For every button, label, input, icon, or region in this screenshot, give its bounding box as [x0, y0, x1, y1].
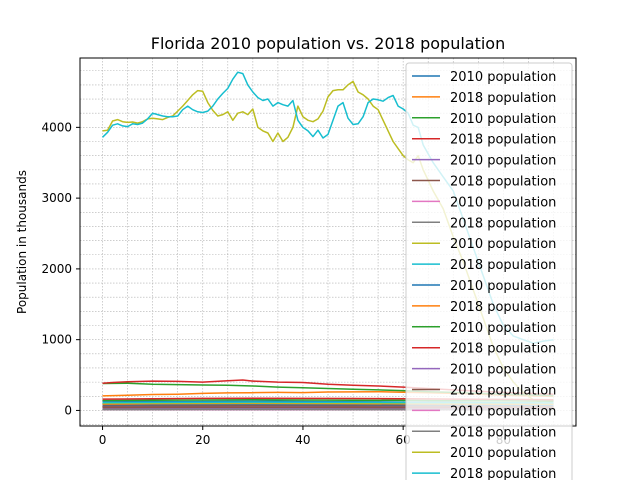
legend-entry-label: 2018 population: [450, 258, 556, 273]
legend-entry-label: 2018 population: [450, 216, 556, 231]
legend-entry-label: 2010 population: [450, 70, 556, 85]
y-tick-label: 0: [64, 403, 72, 417]
y-axis: 0 1000 2000 3000 4000: [41, 120, 80, 417]
chart-title: Florida 2010 population vs. 2018 populat…: [151, 34, 505, 53]
y-tick-label: 4000: [41, 120, 72, 134]
x-tick-label: 20: [195, 433, 210, 447]
x-tick-label: 0: [99, 433, 107, 447]
legend-entry-label: 2010 population: [450, 154, 556, 169]
legend-entry-label: 2010 population: [450, 237, 556, 252]
y-tick-label: 1000: [41, 333, 72, 347]
legend-entry-label: 2018 population: [450, 91, 556, 106]
x-tick-label: 40: [295, 433, 310, 447]
legend-entry-label: 2010 population: [450, 112, 556, 127]
legend-entry-label: 2018 population: [450, 425, 556, 440]
legend-entry-label: 2018 population: [450, 133, 556, 148]
legend-entry-label: 2018 population: [450, 342, 556, 357]
legend-entry-label: 2018 population: [450, 300, 556, 315]
legend: 2010 population 2018 population 2010 popul…: [405, 62, 573, 480]
legend-entry-label: 2010 population: [450, 446, 556, 461]
y-axis-label: Population in thousands: [15, 170, 29, 314]
legend-entry-label: 2010 population: [450, 279, 556, 294]
legend-entry-label: 2018 population: [450, 467, 556, 480]
legend-entry-label: 2018 population: [450, 175, 556, 190]
legend-entry-label: 2010 population: [450, 363, 556, 378]
y-tick-label: 3000: [41, 191, 72, 205]
plot-frame: [79, 57, 577, 427]
legend-entry-label: 2018 population: [450, 384, 556, 399]
legend-entry-label: 2010 population: [450, 404, 556, 419]
legend-entry-label: 2010 population: [450, 195, 556, 210]
legend-entry-label: 2010 population: [450, 321, 556, 336]
y-tick-label: 2000: [41, 262, 72, 276]
legend-box: [405, 62, 573, 480]
